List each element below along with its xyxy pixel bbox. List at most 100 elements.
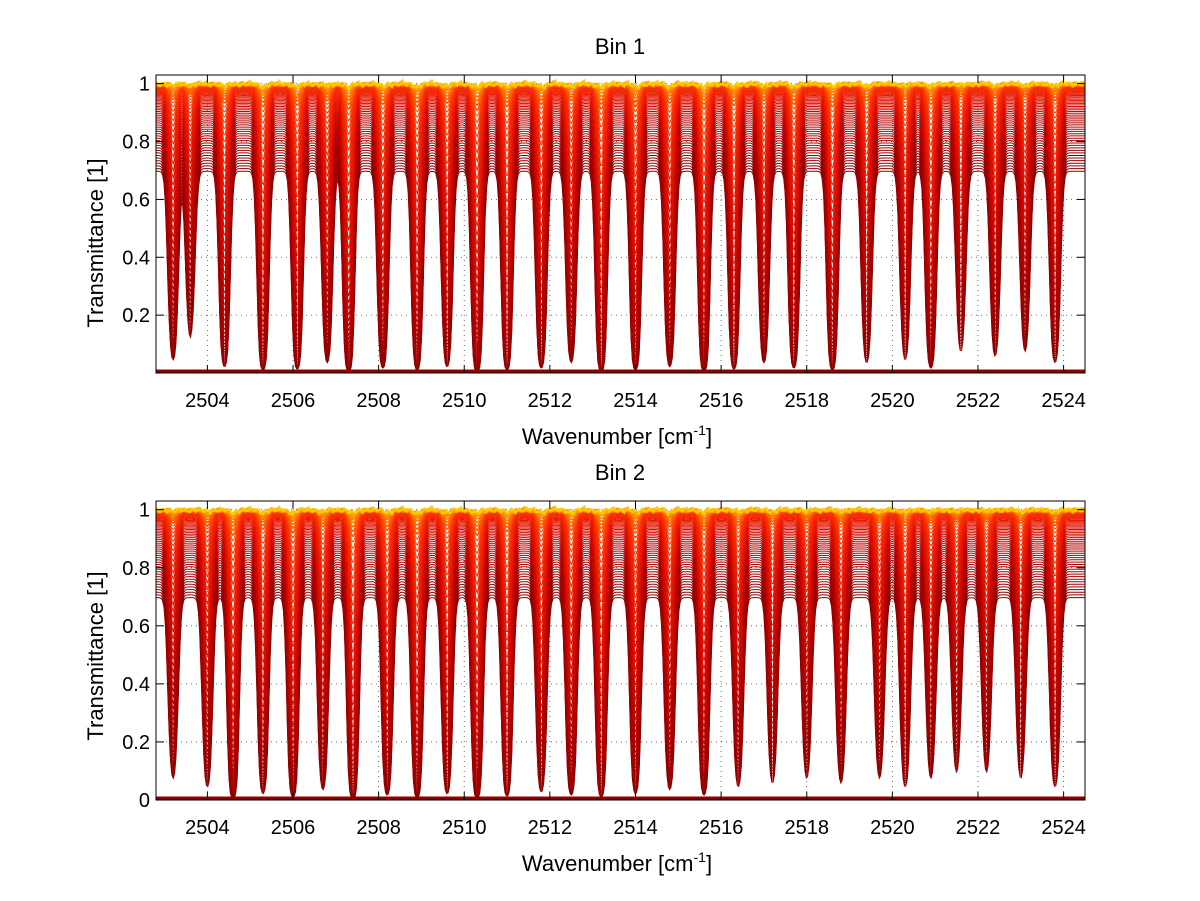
axes-box: [155, 74, 1086, 374]
transmittance-series-line: [156, 130, 1085, 355]
panel-title: Bin 1: [595, 34, 645, 59]
x-tick-label: 2522: [956, 817, 1001, 839]
transmittance-series-line: [156, 96, 1085, 227]
transmittance-series-line: [156, 518, 1085, 625]
x-axis-label: Wavenumber [cm-1]: [522, 849, 712, 876]
transmittance-series-line: [156, 513, 1085, 564]
x-tick-label: 2518: [784, 390, 829, 412]
transmittance-series-line: [156, 524, 1085, 672]
transmittance-series-line: [156, 520, 1085, 635]
transmittance-series-line: [156, 100, 1085, 254]
transmittance-series-line: [156, 512, 1085, 556]
transmittance-series-line: [156, 120, 1085, 336]
transmittance-series-line: [156, 540, 1085, 747]
transmittance-series-line: [156, 133, 1085, 357]
transmittance-series-line: [156, 98, 1085, 246]
transmittance-series-line: [156, 526, 1085, 681]
x-axis-label-close: ]: [706, 424, 712, 449]
transmittance-series-line: [156, 594, 1085, 799]
x-tick-label: 2506: [271, 817, 316, 839]
x-tick-label: 2508: [356, 817, 401, 839]
transmittance-series-line: [156, 571, 1085, 792]
transmittance-series-line: [156, 87, 1085, 147]
transmittance-series-line: [156, 128, 1085, 352]
x-tick-label: 2510: [442, 817, 487, 839]
y-axis-label: Transmittance [1]: [83, 158, 108, 327]
transmittance-series-line: [156, 576, 1085, 795]
transmittance-series-line: [156, 106, 1085, 287]
panel-bin-1: Bin 1 Transmittance [1] Wavenumber [cm-1…: [83, 34, 1086, 449]
transmittance-series-line: [156, 513, 1085, 571]
transmittance-series-line: [156, 591, 1085, 799]
y-tick-label: 0.6: [122, 616, 150, 638]
transmittance-series-line: [156, 101, 1085, 263]
transmittance-series-line: [156, 550, 1085, 771]
transmittance-series-line: [156, 168, 1085, 372]
transmittance-series-line: [156, 104, 1085, 280]
transmittance-series-line: [156, 116, 1085, 326]
transmittance-series-line: [156, 504, 1085, 517]
transmittance-series-line: [156, 118, 1085, 331]
transmittance-series-line: [156, 160, 1085, 371]
transmittance-series-line: [156, 78, 1085, 92]
x-tick-label: 2518: [784, 817, 829, 839]
transmittance-series-line: [156, 112, 1085, 315]
transmittance-series-line: [156, 122, 1085, 340]
transmittance-series-line: [156, 597, 1085, 800]
x-tick-label: 2516: [699, 817, 744, 839]
transmittance-series-line: [156, 583, 1085, 797]
saturated-series-band: [156, 369, 1085, 373]
transmittance-series-line: [156, 102, 1085, 272]
x-tick-label: 2514: [613, 817, 658, 839]
transmittance-series-line: [156, 533, 1085, 722]
transmittance-series-line: [156, 162, 1085, 372]
transmittance-series-line: [156, 515, 1085, 588]
x-tick-label: 2512: [528, 817, 573, 839]
panel-bin-2: Bin 2 Transmittance [1] Wavenumber [cm-1…: [83, 460, 1086, 876]
transmittance-series-line: [156, 149, 1085, 368]
transmittance-series-line: [156, 92, 1085, 199]
transmittance-series-line: [156, 516, 1085, 597]
transmittance-series-line: [156, 111, 1085, 308]
transmittance-series-line: [156, 154, 1085, 370]
x-tick-label: 2516: [699, 390, 744, 412]
saturated-series-band: [156, 796, 1085, 800]
x-tick-label: 2504: [185, 390, 230, 412]
x-axis-label-text: Wavenumber [cm: [522, 851, 694, 876]
series-lines: [156, 78, 1085, 373]
y-tick-label: 0.2: [122, 305, 150, 327]
transmittance-series-line: [156, 90, 1085, 173]
x-tick-label: 2508: [356, 390, 401, 412]
x-tick-label: 2524: [1041, 817, 1086, 839]
transmittance-series-line: [156, 542, 1085, 753]
y-tick-label: 0.6: [122, 189, 150, 211]
y-tick-label: 0.4: [122, 674, 150, 696]
y-tick-label: 0.8: [122, 132, 150, 154]
transmittance-series-line: [156, 522, 1085, 654]
transmittance-series-line: [156, 552, 1085, 774]
transmittance-series-line: [156, 142, 1085, 365]
transmittance-series-line: [156, 126, 1085, 349]
x-axis-label: Wavenumber [cm-1]: [522, 422, 712, 449]
transmittance-series-line: [156, 528, 1085, 698]
transmittance-series-line: [156, 87, 1085, 139]
transmittance-series-line: [156, 557, 1085, 781]
series-lines: [156, 504, 1085, 800]
transmittance-series-line: [156, 527, 1085, 690]
transmittance-series-line: [156, 521, 1085, 644]
transmittance-series-line: [156, 93, 1085, 208]
transmittance-series-line: [156, 548, 1085, 767]
transmittance-series-line: [156, 535, 1085, 729]
transmittance-series-line: [156, 573, 1085, 794]
x-axis-label-text: Wavenumber [cm: [522, 424, 694, 449]
x-tick-label: 2520: [870, 390, 915, 412]
transmittance-series-line: [156, 107, 1085, 295]
transmittance-series-line: [156, 157, 1085, 371]
transmittance-series-line: [156, 537, 1085, 735]
y-tick-label: 0: [139, 790, 150, 812]
transmittance-series-line: [156, 140, 1085, 363]
transmittance-series-line: [156, 137, 1085, 361]
x-tick-label: 2524: [1041, 390, 1086, 412]
y-tick-label: 1: [139, 74, 150, 96]
